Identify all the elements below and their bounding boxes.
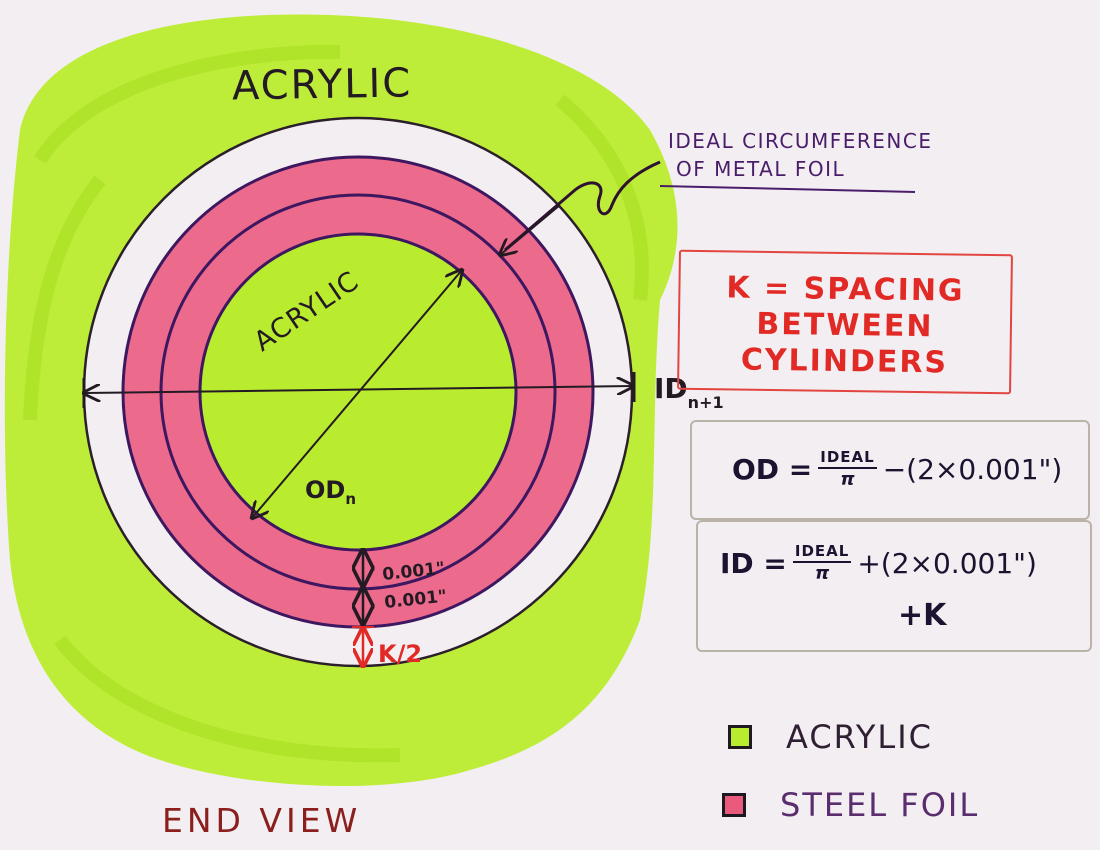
callout-line-1: IDEAL CIRCUMFERENCE: [668, 129, 932, 153]
od-formula-lhs: OD =: [732, 452, 813, 486]
id-formula-denominator: π: [814, 563, 830, 584]
definition-line-1: K = SPACING: [726, 270, 965, 309]
id-formula-plus-k: +K: [898, 598, 947, 633]
id-label: IDn+1: [654, 372, 724, 412]
id-formula-box: ID = IDEAL π +(2×0.001") +K: [696, 520, 1092, 652]
id-label-sub: n+1: [688, 393, 724, 412]
id-formula-numerator: IDEAL: [792, 542, 852, 563]
half-spacing-label: K/2: [378, 640, 422, 668]
id-formula-rest: +(2×0.001"): [857, 546, 1037, 580]
legend-label-acrylic: ACRYLIC: [786, 718, 934, 756]
od-label: ODn: [305, 476, 356, 508]
od-formula-denominator: π: [840, 469, 855, 490]
caption-end-view: END VIEW: [162, 801, 361, 840]
legend-item-acrylic: ACRYLIC: [728, 718, 933, 756]
outer-acrylic-texture: [23, 44, 649, 763]
legend-label-steel-foil: STEEL FOIL: [780, 786, 980, 824]
definition-line-2: BETWEEN: [756, 306, 934, 345]
od-formula-fraction: IDEAL π: [818, 448, 877, 490]
title-acrylic: ACRYLIC: [232, 60, 413, 109]
spacing-definition-box: K = SPACING BETWEEN CYLINDERS: [677, 249, 1013, 395]
od-formula-rest: −(2×0.001"): [882, 452, 1063, 486]
od-label-sub: n: [345, 490, 356, 508]
definition-line-3: CYLINDERS: [740, 342, 949, 381]
id-formula-lhs: ID =: [720, 546, 787, 580]
legend-swatch-steel-foil: [722, 793, 746, 817]
id-label-main: ID: [654, 372, 688, 405]
od-dimension-arrow: [252, 270, 462, 518]
callout-squiggle: [504, 160, 661, 252]
id-formula-fraction: IDEAL π: [792, 542, 852, 584]
callout-line-2: OF METAL FOIL: [676, 157, 845, 181]
od-formula-box: OD = IDEAL π −(2×0.001"): [690, 420, 1090, 520]
od-label-main: OD: [305, 476, 345, 504]
legend-swatch-acrylic: [728, 725, 752, 749]
od-formula-numerator: IDEAL: [818, 448, 877, 469]
legend-item-steel-foil: STEEL FOIL: [722, 786, 979, 824]
callout-underline: [659, 185, 916, 193]
callout-arrow: [500, 204, 561, 255]
